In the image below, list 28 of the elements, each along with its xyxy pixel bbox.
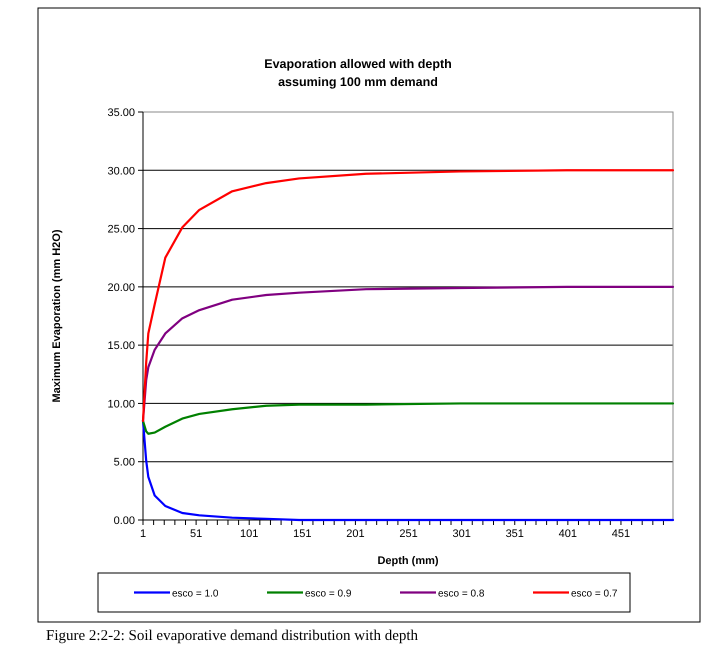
y-tick-label: 5.00 — [114, 456, 135, 469]
y-tick-label: 0.00 — [114, 515, 135, 527]
x-tick-label: 101 — [240, 528, 258, 540]
x-axis-title: Depth (mm) — [377, 555, 439, 567]
x-tick-label: 151 — [293, 528, 312, 540]
x-tick-label: 51 — [190, 528, 202, 540]
legend-label: esco = 0.8 — [438, 588, 485, 600]
x-tick-label: 1 — [140, 528, 146, 540]
y-tick-label: 25.00 — [107, 224, 135, 236]
line-series — [142, 402, 674, 435]
x-tick-label: 301 — [452, 528, 471, 540]
x-tick-label: 201 — [346, 528, 365, 540]
y-axis-title: Maximum Evaporation (mm H2O) — [51, 229, 63, 402]
y-tick-label: 30.00 — [107, 165, 135, 178]
x-tick-label: 351 — [506, 528, 524, 540]
x-tick-label: 451 — [612, 528, 630, 540]
legend-label: esco = 0.7 — [571, 588, 618, 600]
y-tick-label: 10.00 — [107, 398, 135, 410]
y-tick-label: 35.00 — [107, 107, 135, 119]
chart-title: Evaporation allowed with depth assuming 100 mm demand — [264, 57, 452, 89]
legend-label: esco = 0.9 — [305, 588, 352, 600]
y-tick-label: 15.00 — [107, 340, 135, 352]
x-tick-label: 401 — [558, 528, 578, 540]
y-tick-label: 20.00 — [107, 282, 135, 294]
x-tick-label: 251 — [399, 528, 418, 540]
line-series — [142, 169, 674, 422]
legend-label: esco = 1.0 — [172, 588, 219, 600]
caption: Figure 2:2-2: Soil evaporative demand distribution with depth — [46, 628, 419, 644]
